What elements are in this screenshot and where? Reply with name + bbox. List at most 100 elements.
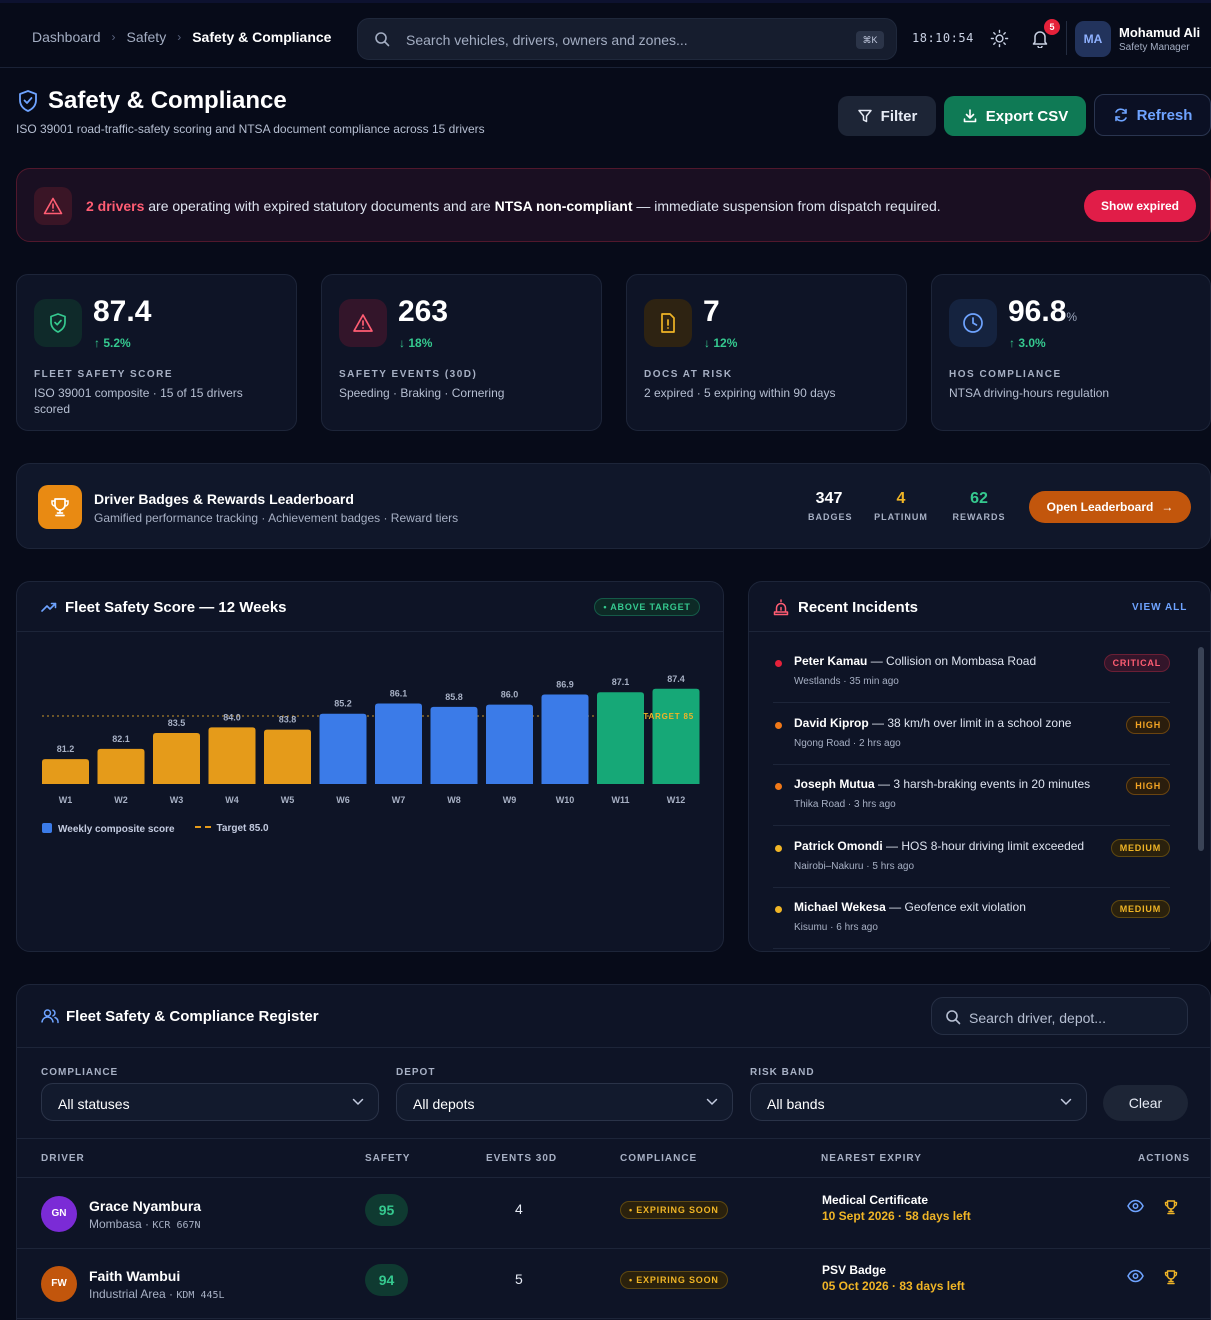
bar-value-label: 86.1 [390, 689, 408, 699]
warning-triangle-icon [339, 299, 387, 347]
severity-badge: HIGH [1126, 715, 1170, 734]
register-search-input[interactable]: Search driver, depot... [931, 997, 1188, 1035]
search-icon [375, 32, 390, 47]
breadcrumb-safety[interactable]: Safety [126, 29, 167, 45]
alert-status-text: NTSA non-compliant [494, 198, 633, 214]
kpi-label: HOS COMPLIANCE [949, 369, 1062, 380]
eye-icon[interactable] [1127, 1269, 1144, 1283]
export-csv-button[interactable]: Export CSV [944, 96, 1086, 136]
document-alert-icon [644, 299, 692, 347]
expiry-date: 10 Sept 2026 · 58 days left [822, 1209, 971, 1223]
filter-label: Filter [880, 107, 918, 125]
kpi-card-hos-compliance: 96.8% ↑ 3.0% HOS COMPLIANCE NTSA driving… [931, 274, 1211, 431]
x-tick-label: W7 [392, 795, 406, 805]
bar-w6[interactable] [319, 713, 367, 784]
alert-message: 2 drivers are operating with expired sta… [86, 198, 941, 214]
register-header: Fleet Safety & Compliance Register Searc… [17, 985, 1210, 1048]
notifications-button[interactable]: 5 [1031, 19, 1060, 53]
table-row[interactable]: GN Grace Nyambura Mombasa · KCR 667N 95 4 • E… [17, 1179, 1210, 1249]
severity-badge: MEDIUM [1110, 838, 1170, 857]
vehicle-plate: KCR 667N [152, 1220, 201, 1231]
warning-triangle-icon [34, 187, 72, 225]
filter-button[interactable]: Filter [838, 96, 936, 136]
column-header-driver[interactable]: DRIVER [41, 1153, 85, 1164]
driver-name[interactable]: Grace Nyambura [89, 1198, 202, 1214]
chevron-down-icon [1060, 1098, 1072, 1106]
table-row[interactable]: FW Faith Wambui Industrial Area · KDM 445L… [17, 1249, 1210, 1319]
severity-badge: MEDIUM [1110, 900, 1170, 918]
stat-label: PLATINUM [874, 512, 928, 522]
view-all-link[interactable]: VIEW ALL [1132, 602, 1188, 613]
chevron-right-icon: › [177, 30, 182, 44]
column-header-events[interactable]: EVENTS 30D [486, 1153, 558, 1164]
bar-w10[interactable] [541, 694, 589, 784]
chevron-right-icon: › [111, 30, 116, 44]
severity-dot [775, 906, 782, 913]
search-placeholder: Search vehicles, drivers, owners and zon… [406, 32, 688, 48]
bar-w7[interactable] [375, 703, 422, 784]
alert-text-part: — immediate suspension from dispatch req… [632, 198, 941, 214]
global-search-input[interactable]: Search vehicles, drivers, owners and zon… [357, 18, 897, 60]
column-header-compliance[interactable]: COMPLIANCE [620, 1153, 698, 1164]
bar-w2[interactable] [97, 748, 145, 784]
trophy-icon[interactable] [1163, 1199, 1179, 1215]
bar-value-label: 81.2 [57, 744, 75, 754]
refresh-button[interactable]: Refresh [1094, 94, 1211, 136]
scrollbar[interactable] [1198, 647, 1204, 851]
depot-filter-value: All depots [413, 1096, 475, 1112]
incident-driver: Michael Wekesa [794, 900, 886, 914]
export-label: Export CSV [985, 107, 1069, 125]
depot-filter-label: DEPOT [396, 1067, 436, 1078]
risk-band-filter-label: RISK BAND [750, 1067, 815, 1078]
kpi-description: NTSA driving-hours regulation [949, 386, 1110, 400]
incident-title: Joseph Mutua — 3 harsh-braking events in… [794, 777, 1104, 791]
stat-label: BADGES [808, 512, 853, 522]
incident-meta: Nairobi–Nakuru · 5 hrs ago [794, 860, 915, 872]
show-expired-button[interactable]: Show expired [1084, 190, 1196, 222]
depot-filter-select[interactable]: All depots [396, 1083, 733, 1121]
avatar[interactable]: MA [1075, 21, 1111, 57]
risk-band-filter-select[interactable]: All bands [750, 1083, 1087, 1121]
download-icon [963, 109, 977, 123]
x-tick-label: W12 [667, 795, 686, 805]
eye-icon[interactable] [1127, 1199, 1144, 1213]
incident-item[interactable]: Joseph Mutua — 3 harsh-braking events in… [773, 764, 1170, 826]
incident-item[interactable]: Patrick Omondi — HOS 8-hour driving limi… [773, 826, 1170, 888]
driver-name[interactable]: Faith Wambui [89, 1268, 181, 1284]
open-leaderboard-button[interactable]: Open Leaderboard → [1029, 491, 1191, 523]
column-header-nearest-expiry[interactable]: NEAREST EXPIRY [821, 1153, 922, 1164]
trophy-icon[interactable] [1163, 1269, 1179, 1285]
incident-driver: Peter Kamau [794, 654, 868, 668]
x-tick-label: W5 [281, 795, 295, 805]
incident-item[interactable]: Peter Kamau — Collision on Mombasa Road W… [773, 641, 1170, 703]
sun-icon[interactable] [990, 29, 1009, 48]
bar-w11[interactable] [597, 692, 644, 784]
compliance-filter-select[interactable]: All statuses [41, 1083, 379, 1121]
incident-meta: Kisumu · 6 hrs ago [794, 922, 878, 933]
breadcrumb-dashboard[interactable]: Dashboard [32, 29, 101, 45]
driver-depot: Mombasa · KCR 667N [89, 1217, 201, 1231]
bar-w12[interactable] [652, 688, 700, 784]
incident-item[interactable]: Michael Wekesa — Geofence exit violation… [773, 887, 1170, 949]
compliance-status-badge: • EXPIRING SOON [620, 1271, 728, 1289]
register-title: Fleet Safety & Compliance Register [66, 1008, 319, 1025]
bar-w9[interactable] [486, 704, 533, 784]
safety-score-badge: 95 [365, 1194, 408, 1226]
safety-score-badge: 94 [365, 1264, 408, 1296]
bar-w8[interactable] [430, 706, 478, 784]
breadcrumb: Dashboard › Safety › Safety & Compliance [32, 29, 331, 45]
incident-item[interactable]: David Kiprop — 38 km/h over limit in a s… [773, 703, 1170, 765]
bar-w4[interactable] [208, 727, 256, 784]
kpi-delta: ↑ 3.0% [1009, 336, 1046, 350]
bar-w1[interactable] [42, 759, 89, 784]
bar-w3[interactable] [153, 733, 200, 784]
column-header-safety[interactable]: SAFETY [365, 1153, 411, 1164]
kpi-description: ISO 39001 composite · 15 of 15 drivers s… [34, 386, 243, 416]
bar-w5[interactable] [264, 729, 311, 784]
severity-dot [775, 844, 782, 852]
open-leaderboard-label: Open Leaderboard [1046, 500, 1154, 514]
refresh-icon [1114, 108, 1127, 122]
avatar: FW [41, 1266, 77, 1302]
clear-filters-button[interactable]: Clear [1103, 1085, 1188, 1121]
arrow-right-icon: → [1161, 500, 1174, 514]
